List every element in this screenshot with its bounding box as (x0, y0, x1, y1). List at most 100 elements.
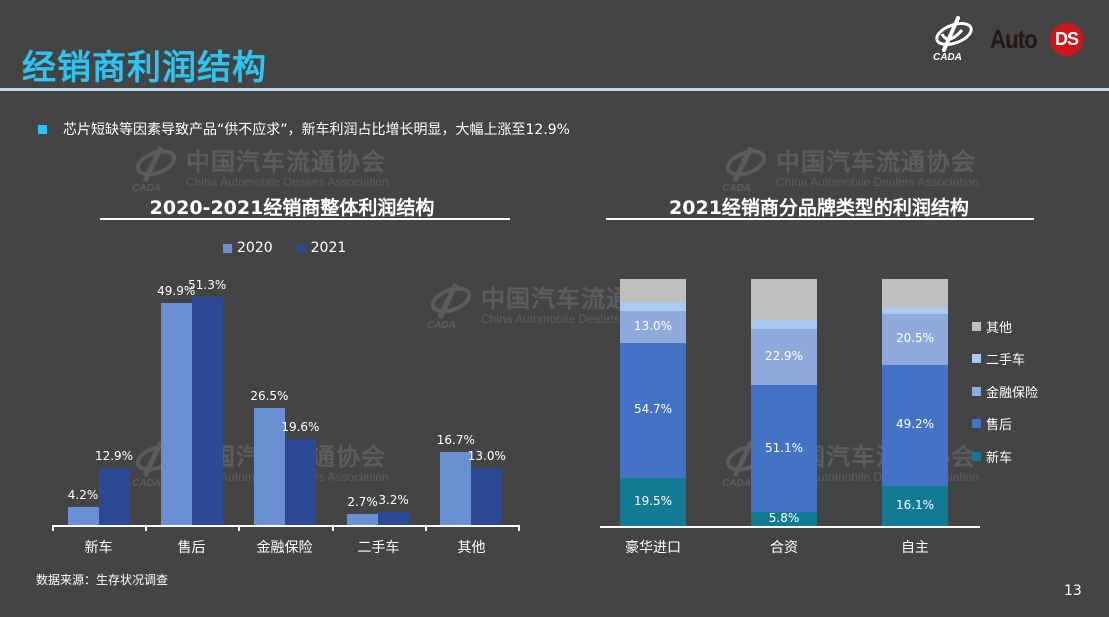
bar-2021 (191, 297, 223, 526)
chart1-title: 2020-2021经销商整体利润结构 (149, 197, 435, 219)
x-label-other: 其他 (457, 540, 486, 556)
bar-value-label: 3.2% (378, 492, 409, 507)
bar-2021 (471, 468, 503, 526)
page-number: 13 (1064, 583, 1082, 599)
legend-swatch (972, 321, 981, 331)
stack-segment-金融保险 (882, 314, 948, 365)
chart1-x-axis (52, 525, 520, 527)
stack-segment-金融保险 (620, 310, 686, 343)
segment-value-label: 13.0% (633, 318, 673, 333)
autods-logo-text: Auto (990, 24, 1038, 54)
segment-value-label: 19.5% (633, 493, 673, 508)
x-label-domestic: 自主 (901, 540, 929, 556)
stack-segment-售后 (751, 385, 817, 512)
bar-2021 (378, 511, 410, 526)
bar-2020 (253, 407, 285, 526)
chart1-legend: 2020 2021 (223, 240, 370, 256)
x-label-joint-venture: 合资 (770, 540, 798, 556)
axis-tick (238, 525, 240, 531)
legend-item-2021: 2021 (296, 240, 346, 256)
axis-tick (425, 525, 427, 531)
cada-watermark-icon: CADA (722, 145, 767, 193)
stack-segment-新车 (620, 477, 686, 526)
chart2-legend: 其他 二手车 金融保险 售后 新车 (972, 310, 1038, 473)
bar-value-label: 26.5% (250, 388, 289, 403)
axis-tick (145, 525, 147, 531)
svg-text:CADA: CADA (722, 478, 751, 488)
legend-item-other: 其他 (972, 310, 1038, 343)
legend-item-used-car: 二手车 (972, 343, 1038, 376)
bar-2021 (98, 468, 130, 526)
svg-text:CADA: CADA (427, 320, 456, 330)
autods-logo-badge: DS (1050, 23, 1083, 56)
segment-value-label: 49.2% (895, 417, 935, 432)
legend-item-finance-insurance: 金融保险 (972, 375, 1038, 408)
stack-segment-新车 (751, 511, 817, 526)
data-source-note: 数据来源：生存状况调查 (36, 573, 169, 587)
x-label-new-car: 新车 (84, 540, 113, 556)
axis-tick (52, 525, 54, 531)
bar-value-label: 2.7% (347, 494, 378, 509)
bar-2020 (440, 451, 472, 526)
svg-text:CADA: CADA (722, 183, 751, 193)
legend-swatch (296, 243, 306, 253)
stack-segment-二手车 (751, 320, 817, 329)
segment-value-label: 51.1% (764, 440, 804, 455)
summary-text: 芯片短缺等因素导致产品“供不应求”，新车利润占比增长明显，大幅上涨至12.9% (63, 122, 570, 138)
legend-item-2020: 2020 (223, 240, 273, 256)
slide-title: 经销商利润结构 (22, 48, 267, 88)
stack-segment-售后 (620, 342, 686, 478)
legend-swatch (972, 354, 981, 364)
legend-swatch (972, 419, 981, 429)
legend-swatch (972, 451, 981, 461)
segment-value-label: 20.5% (895, 331, 935, 346)
bar-value-label: 4.2% (67, 488, 99, 503)
cada-watermark-icon: CADA (427, 282, 472, 330)
chart2-title-rule (606, 218, 1034, 220)
legend-item-new-car: 新车 (972, 440, 1038, 473)
segment-value-label: 22.9% (764, 349, 804, 364)
stack-segment-二手车 (620, 301, 686, 311)
svg-text:CADA: CADA (132, 478, 161, 488)
chart1-title-rule (100, 218, 510, 220)
axis-tick (518, 525, 520, 531)
bar-value-label: 49.9% (157, 284, 196, 299)
chart2-x-axis (600, 526, 980, 528)
segment-value-label: 54.7% (633, 402, 673, 417)
x-label-luxury-import: 豪华进口 (625, 540, 681, 556)
legend-item-after-sales: 售后 (972, 408, 1038, 441)
stack-segment-金融保险 (751, 328, 817, 386)
stack-segment-新车 (882, 486, 948, 526)
svg-text:CADA: CADA (132, 183, 161, 193)
x-label-used-car: 二手车 (357, 540, 400, 556)
segment-value-label: 5.8% (768, 510, 800, 525)
stack-segment-二手车 (882, 307, 948, 315)
chart2-title: 2021经销商分品牌类型的利润结构 (669, 197, 969, 219)
bar-2020 (67, 507, 99, 526)
bar-value-label: 12.9% (94, 449, 134, 464)
bar-value-label: 19.6% (281, 419, 320, 434)
legend-swatch (223, 243, 232, 253)
legend-swatch (972, 386, 981, 396)
stack-segment-其他 (620, 279, 686, 302)
bar-2020 (160, 303, 192, 526)
bar-2021 (284, 438, 316, 526)
svg-text:CADA: CADA (933, 52, 962, 62)
stack-segment-其他 (882, 279, 948, 308)
bar-value-label: 16.7% (436, 432, 475, 447)
x-label-after-sales: 售后 (177, 540, 206, 556)
bar-value-label: 51.3% (188, 278, 227, 293)
bullet-square-icon (38, 124, 47, 134)
cada-watermark-icon: CADA (132, 145, 177, 193)
bar-2020 (347, 513, 379, 526)
bar-value-label: 13.0% (467, 449, 506, 464)
axis-tick (332, 525, 334, 531)
cada-logo-icon: CADA (933, 16, 973, 62)
title-divider (0, 88, 1109, 91)
stack-segment-售后 (882, 364, 948, 487)
summary-bullet: 芯片短缺等因素导致产品“供不应求”，新车利润占比增长明显，大幅上涨至12.9% (38, 119, 570, 139)
segment-value-label: 16.1% (895, 498, 935, 513)
stack-segment-其他 (751, 279, 817, 320)
